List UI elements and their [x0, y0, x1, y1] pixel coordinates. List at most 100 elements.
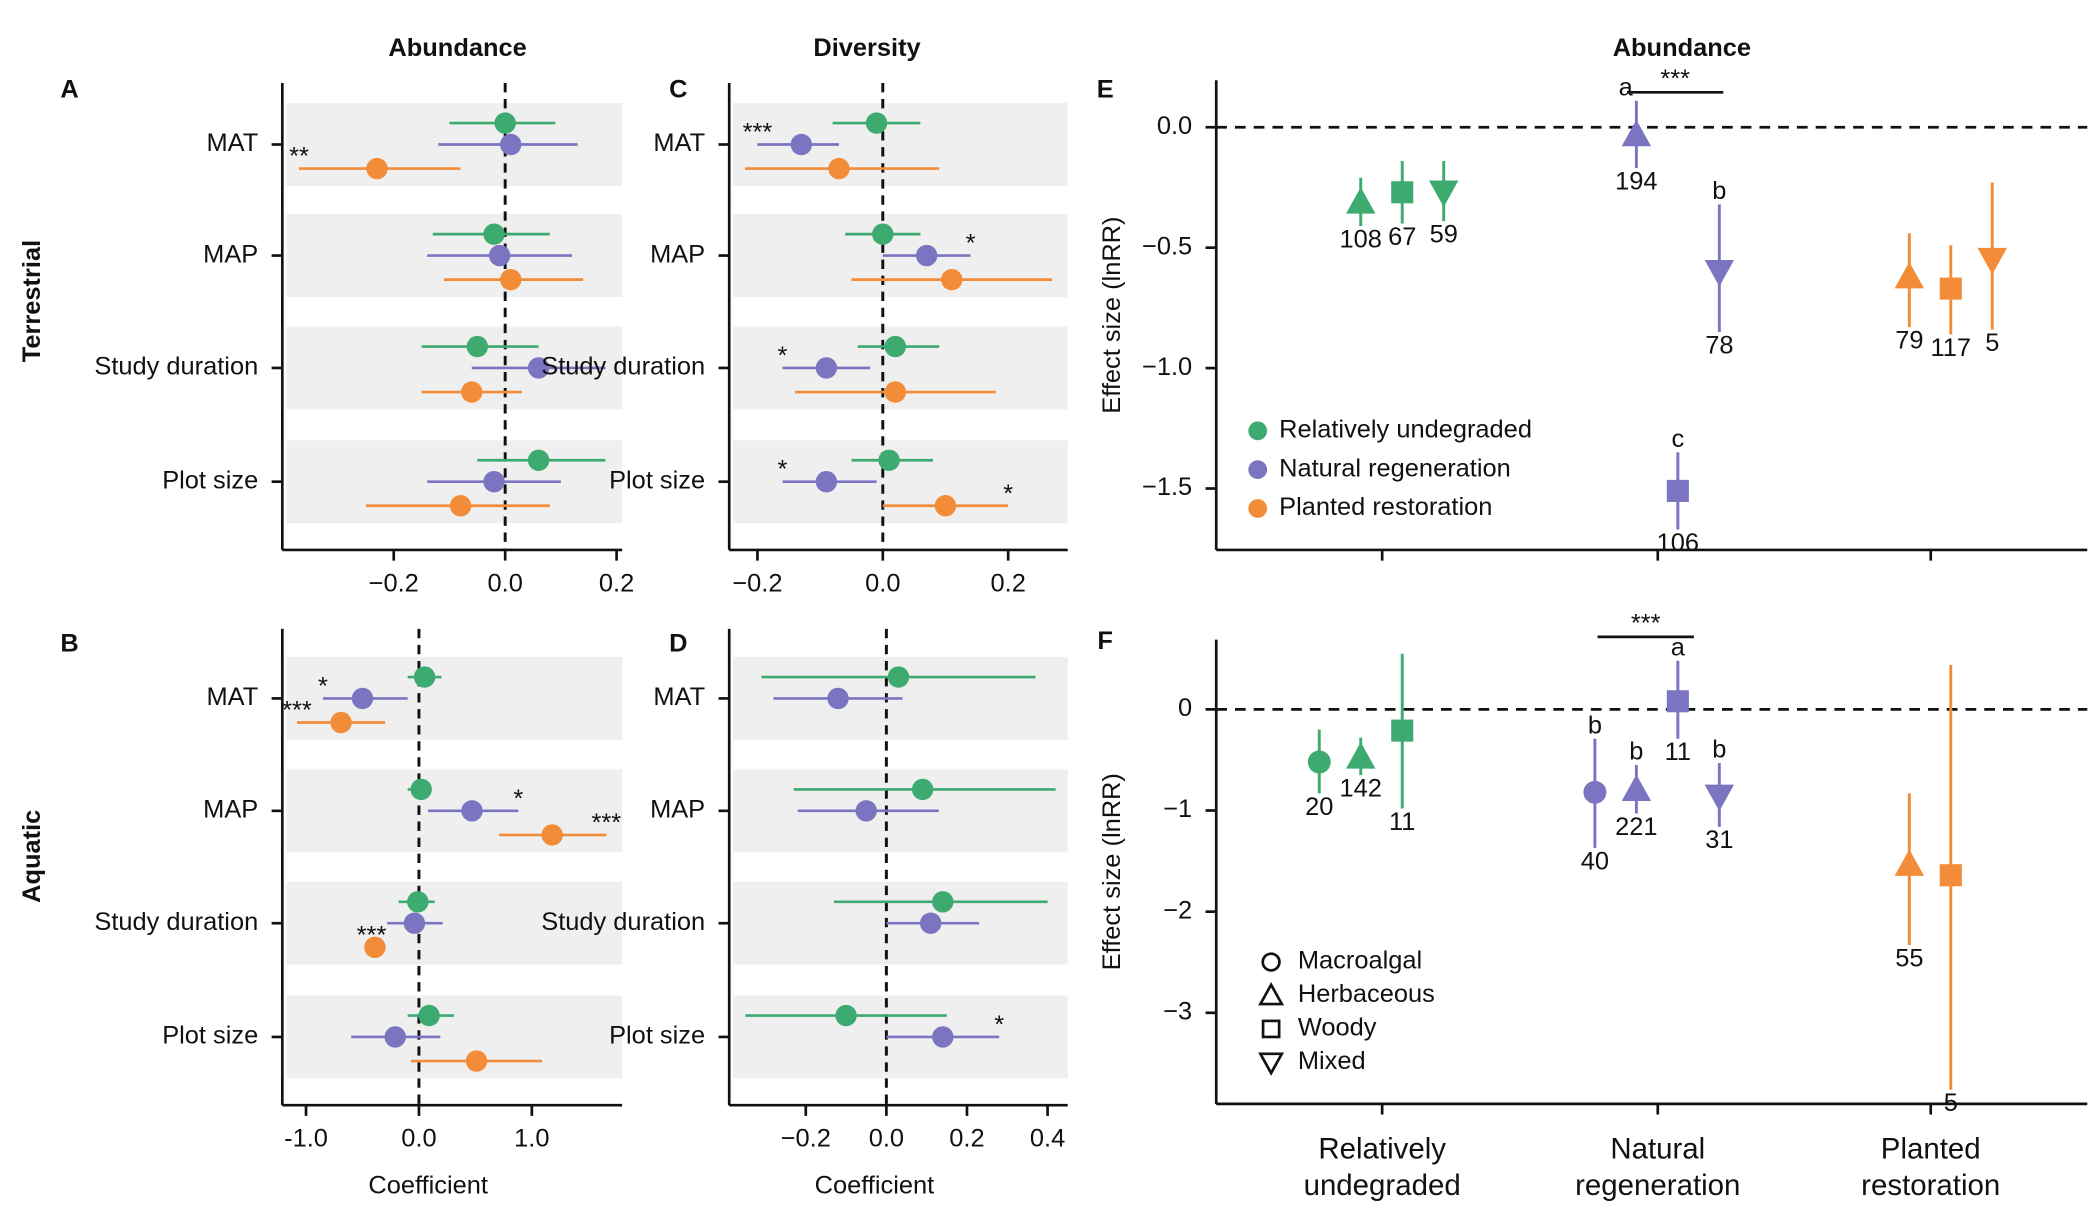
significance: * [318, 672, 328, 700]
panel-letter: E [1097, 76, 1114, 104]
row-band [286, 881, 623, 965]
point [500, 133, 522, 156]
point [915, 244, 938, 267]
sample-size: 31 [1705, 826, 1733, 854]
category-label: Study duration [541, 353, 705, 381]
sample-size: 108 [1340, 225, 1382, 253]
significance: * [994, 1011, 1004, 1039]
sample-size: 79 [1895, 327, 1923, 355]
point [1704, 259, 1735, 287]
point [407, 891, 429, 913]
point [1621, 774, 1652, 802]
sample-size: 5 [1985, 329, 1999, 357]
point [1346, 187, 1376, 214]
point [527, 449, 550, 471]
point [1666, 690, 1689, 713]
significance: ** [289, 143, 309, 171]
y-axis-label: Effect size (lnRR) [1098, 217, 1126, 414]
panel-letter: C [669, 76, 687, 104]
group-letter: a [1619, 73, 1634, 101]
point [1977, 247, 2008, 275]
x-tick-label: 0.2 [599, 569, 634, 597]
x-tick-label: 0.2 [949, 1125, 984, 1153]
point [1428, 180, 1459, 207]
sample-size: 78 [1705, 331, 1733, 359]
bracket-label: *** [1660, 65, 1690, 93]
legend-marker [1248, 499, 1268, 518]
point [413, 666, 436, 688]
panel-title: Diversity [813, 34, 920, 62]
point [815, 470, 838, 493]
legend-marker [1258, 982, 1285, 1006]
point [527, 357, 550, 379]
point [855, 800, 877, 822]
point [483, 223, 505, 245]
point [920, 912, 942, 934]
point [1621, 119, 1652, 147]
category-label: MAP [650, 796, 705, 824]
x-tick-label: 0.0 [488, 569, 523, 597]
significance: *** [282, 697, 312, 725]
group-letter: a [1671, 633, 1686, 661]
sample-size: 55 [1895, 944, 1923, 972]
point [410, 778, 432, 801]
group-letter: b [1588, 711, 1602, 739]
sample-size: 20 [1305, 793, 1333, 821]
category-label: Plot size [162, 1022, 258, 1050]
category-label: Plot size [609, 1022, 705, 1050]
point [941, 268, 963, 291]
legend-marker [1248, 421, 1268, 441]
sample-size: 221 [1615, 813, 1657, 841]
category-label: Study duration [94, 908, 258, 936]
x-category-label: Relatively undegraded [1303, 1131, 1461, 1202]
row-label: Aquatic [18, 810, 46, 903]
x-tick-label: 0.4 [1030, 1125, 1065, 1153]
group-letter: b [1712, 736, 1726, 764]
x-tick-label: 0.0 [869, 1125, 904, 1153]
x-tick-label: −0.2 [369, 569, 419, 597]
legend-marker [1261, 952, 1281, 972]
point [461, 800, 483, 822]
point [790, 133, 813, 156]
significance: * [778, 456, 788, 484]
x-tick-label: −0.2 [732, 569, 782, 597]
point [815, 357, 838, 379]
significance: * [1003, 480, 1013, 508]
x-category-label: Planted restoration [1861, 1131, 2001, 1202]
x-tick-label: -1.0 [284, 1125, 328, 1153]
y-tick-label: −1 [1163, 795, 1192, 823]
sample-size: 194 [1615, 168, 1657, 196]
sample-size: 117 [1931, 334, 1972, 362]
point [1391, 719, 1414, 742]
x-tick-label: 1.0 [514, 1125, 549, 1153]
row-band [286, 995, 623, 1079]
y-tick-label: −3 [1163, 998, 1192, 1026]
sample-size: 11 [1389, 808, 1415, 836]
y-tick-label: 0.0 [1157, 112, 1192, 140]
point [1307, 750, 1331, 774]
legend-marker [1261, 1019, 1281, 1039]
legend-marker [1248, 460, 1268, 480]
category-label: MAT [206, 129, 258, 157]
category-label: Study duration [541, 908, 705, 936]
y-tick-label: −1.5 [1142, 473, 1192, 501]
x-category-label: Natural regeneration [1575, 1131, 1741, 1202]
point [878, 449, 900, 471]
group-letter: b [1712, 177, 1726, 205]
significance: * [778, 342, 788, 370]
significance: * [513, 785, 523, 813]
category-label: MAP [650, 240, 705, 268]
point [418, 1004, 440, 1027]
bracket-label: *** [1631, 610, 1661, 638]
point [541, 824, 563, 846]
point [827, 687, 849, 710]
point [494, 112, 516, 134]
row-label: Terrestrial [18, 240, 46, 362]
point [1939, 277, 1962, 300]
x-tick-label: −0.2 [781, 1125, 831, 1153]
category-label: MAT [653, 683, 705, 711]
point [934, 495, 957, 517]
panel-letter: F [1097, 627, 1113, 655]
significance: * [966, 230, 976, 258]
